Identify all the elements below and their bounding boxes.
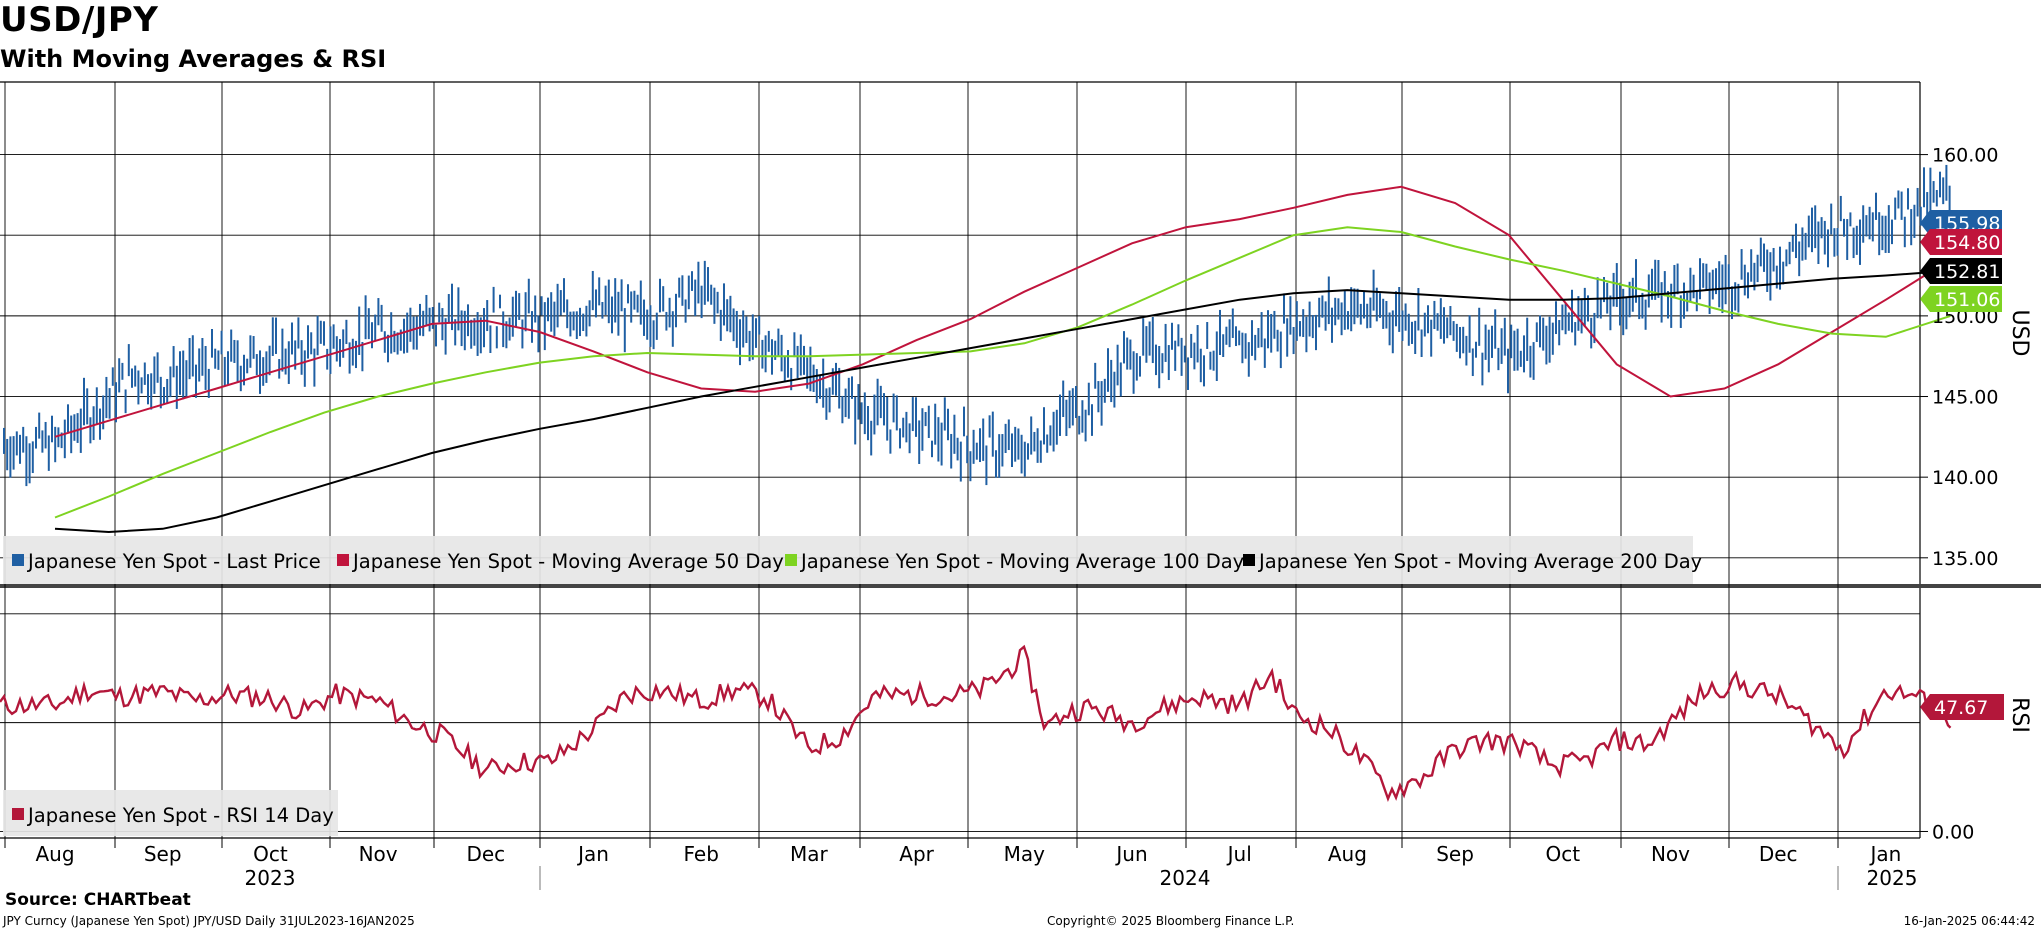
flag-shape	[1920, 694, 2004, 720]
ma50-line	[54, 185, 1952, 438]
legend-label: Japanese Yen Spot - Moving Average 200 D…	[1257, 550, 1702, 573]
month-label: Mar	[790, 842, 829, 866]
month-label: Apr	[899, 842, 934, 866]
legend-swatch	[1243, 554, 1255, 566]
month-label: Feb	[683, 842, 718, 866]
month-label: Aug	[1328, 842, 1367, 866]
flag-label: 154.80	[1934, 232, 2000, 254]
ma200-line	[54, 269, 1951, 534]
last-value-flag: 151.06	[1920, 286, 2002, 312]
legend-label: Japanese Yen Spot - Moving Average 50 Da…	[351, 550, 784, 573]
price-axis-title: USD	[2007, 309, 2032, 356]
rsi-axis-title: RSI	[2007, 697, 2032, 733]
month-label: Jan	[1868, 842, 1901, 866]
flag-label: 152.81	[1934, 261, 2000, 283]
rsi-line	[0, 644, 1952, 803]
month-label: Aug	[35, 842, 74, 866]
month-label: Oct	[1546, 842, 1581, 866]
legend-swatch	[12, 808, 24, 820]
year-label: 2023	[245, 866, 296, 890]
footer-copyright: Copyright© 2025 Bloomberg Finance L.P.	[1047, 914, 1295, 928]
month-label: Nov	[1651, 842, 1690, 866]
axis-labels: 135.00140.00145.00150.00155.00160.000.00…	[35, 145, 2032, 890]
footer-series-info: JPY Curncy (Japanese Yen Spot) JPY/USD D…	[3, 914, 415, 928]
legend-label: Japanese Yen Spot - RSI 14 Day	[26, 804, 334, 827]
legend-background	[3, 536, 1693, 584]
rsi-last-value-flag: 47.67	[1920, 694, 2004, 720]
price-tick-label: 160.00	[1932, 145, 1998, 167]
price-legend: Japanese Yen Spot - Last Price Japanese Y…	[3, 536, 1702, 584]
chart-title: USD/JPY	[0, 0, 159, 40]
footer-timestamp: 16-Jan-2025 06:44:42	[1903, 914, 2035, 928]
month-label: Dec	[466, 842, 505, 866]
flag-shape	[1920, 258, 2002, 284]
month-label: Sep	[144, 842, 182, 866]
year-label: 2025	[1867, 866, 1918, 890]
chart-lines	[0, 185, 1952, 803]
legend-swatch	[12, 554, 24, 566]
last-value-flag: 154.80	[1920, 229, 2002, 255]
month-label: Jun	[1114, 842, 1147, 866]
legend-label: Japanese Yen Spot - Last Price	[26, 550, 321, 573]
legend-background	[3, 790, 338, 836]
month-label: Jan	[576, 842, 609, 866]
source-note: Source: CHARTbeat	[5, 890, 191, 910]
flag-shape	[1920, 286, 2002, 312]
price-bars	[3, 164, 1951, 487]
month-label: Dec	[1759, 842, 1798, 866]
flag-label: 151.06	[1934, 289, 2000, 311]
rsi-tick-label: 0.00	[1932, 821, 1974, 843]
price-tick-label: 135.00	[1932, 548, 1998, 570]
flag-label: 47.67	[1934, 697, 1988, 719]
year-label: 2024	[1160, 866, 1211, 890]
month-label: Sep	[1436, 842, 1474, 866]
month-label: Oct	[253, 842, 288, 866]
month-label: May	[1004, 842, 1046, 866]
legend-swatch	[785, 554, 797, 566]
legend-swatch	[337, 554, 349, 566]
rsi-legend: Japanese Yen Spot - RSI 14 Day	[3, 790, 338, 836]
flag-shape	[1920, 229, 2002, 255]
chart-grid	[0, 81, 2041, 890]
month-label: Jul	[1226, 842, 1252, 866]
month-label: Nov	[359, 842, 398, 866]
price-tick-label: 140.00	[1932, 467, 1998, 489]
price-tick-label: 145.00	[1932, 387, 1998, 409]
last-value-flag: 152.81	[1920, 258, 2002, 284]
ma100-line	[54, 226, 1951, 519]
chart-subtitle: With Moving Averages & RSI	[0, 45, 387, 73]
legend-label: Japanese Yen Spot - Moving Average 100 D…	[799, 550, 1244, 573]
